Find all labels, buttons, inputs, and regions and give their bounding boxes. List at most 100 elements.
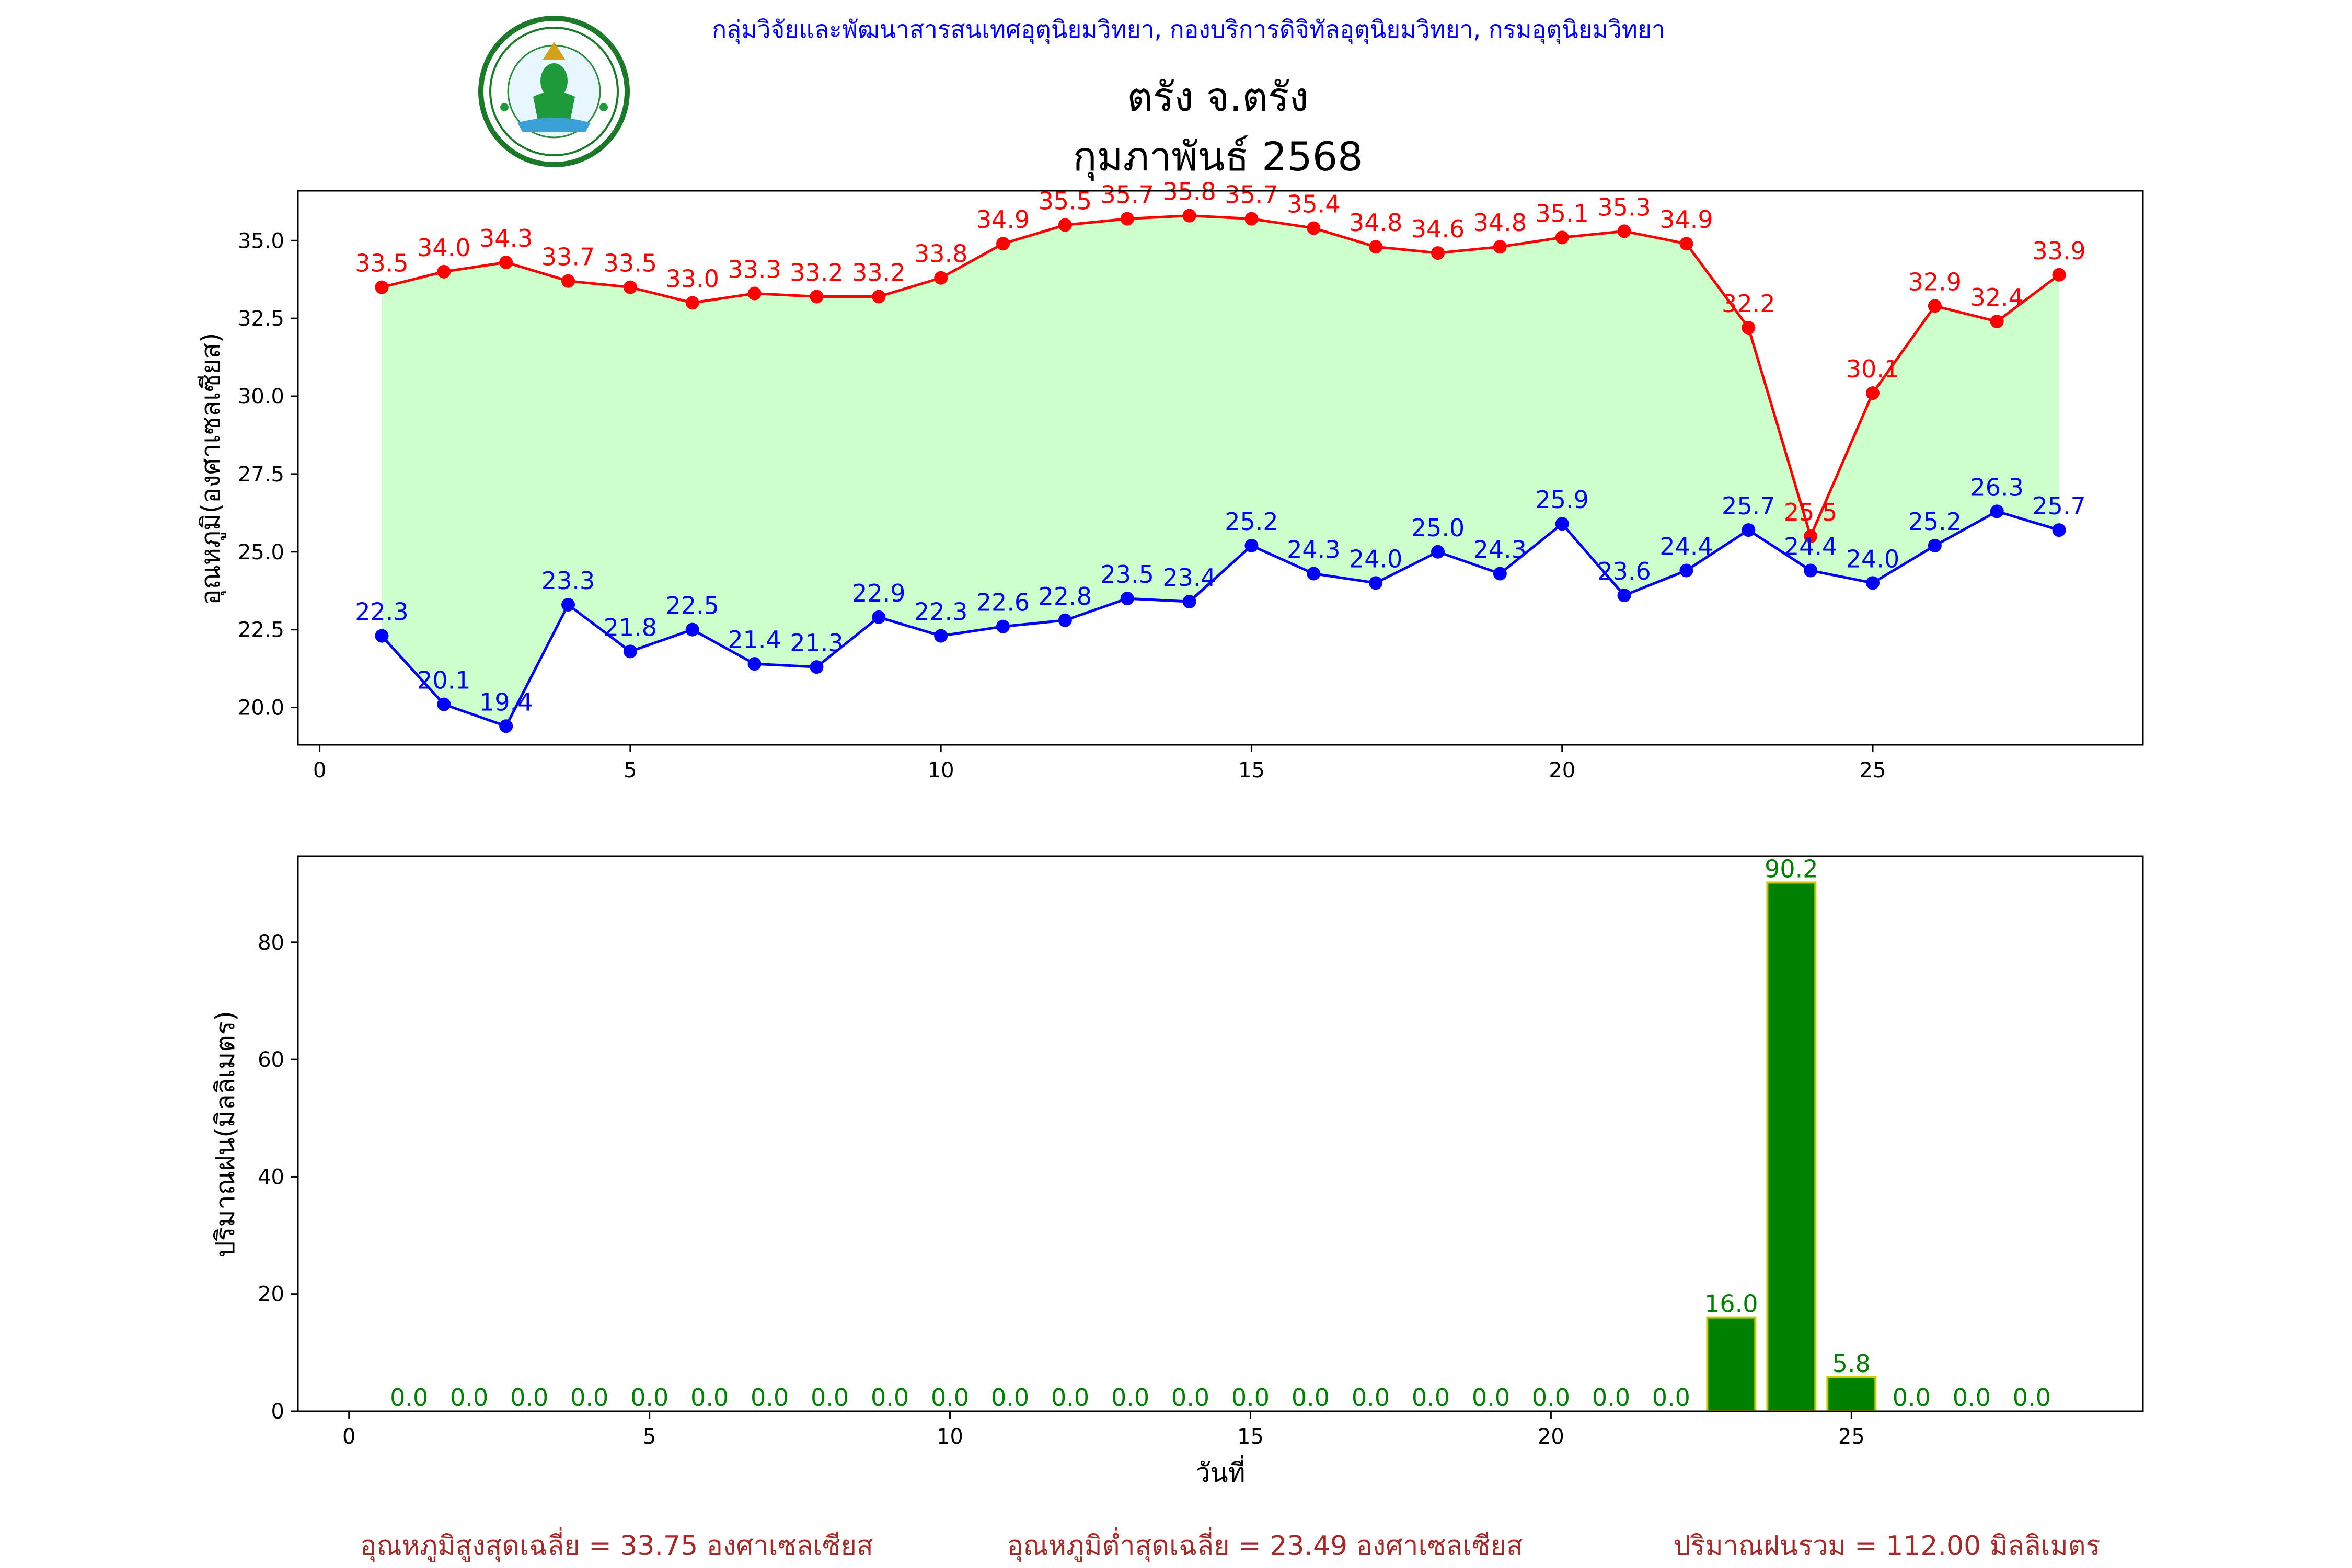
max-temp-data-label: 35.7	[1225, 181, 1278, 209]
max-temp-point	[1804, 529, 1818, 544]
min-temp-data-label: 25.2	[1908, 508, 1962, 536]
rain-y-ticks: 0 20 40 60 80	[258, 931, 298, 1424]
min-temp-data-label: 22.6	[976, 589, 1030, 617]
rain-data-label: 5.8	[1832, 1350, 1871, 1378]
min-temp-data-label: 23.5	[1101, 560, 1154, 589]
min-temp-point	[1990, 504, 2004, 518]
rain-data-label: 0.0	[1592, 1383, 1630, 1412]
rain-bars-layer	[1706, 881, 1877, 1413]
rain-data-label: 0.0	[570, 1383, 608, 1412]
max-temp-point	[561, 274, 575, 288]
max-temp-point	[1058, 218, 1072, 232]
min-temp-point	[934, 629, 948, 643]
max-temp-data-label: 33.8	[914, 240, 967, 268]
x-tick-label: 15	[1238, 758, 1265, 782]
max-temp-point	[1617, 224, 1631, 238]
temp-x-ticks: 0 5 10 15 20 25	[313, 745, 1886, 782]
min-temp-point	[499, 719, 513, 733]
min-temp-point	[2052, 523, 2066, 537]
footer-avg-min: อุณหภูมิต่ำสุดเฉลี่ย = 23.49 องศาเซลเซีย…	[1007, 1527, 1523, 1562]
rain-x-ticks: 0 5 10 15 20 25	[342, 1411, 1865, 1449]
temp-y-axis-label: อุณหภูมิ(องศาเซลเซียส)	[195, 332, 226, 605]
min-temp-point	[1928, 538, 1942, 552]
rain-data-label: 0.0	[1412, 1383, 1450, 1412]
rain-data-label: 0.0	[1532, 1383, 1570, 1412]
min-temp-point	[623, 644, 637, 659]
x-tick-label: 10	[928, 758, 954, 782]
max-temp-point	[747, 286, 762, 301]
rain-data-label: 16.0	[1704, 1290, 1758, 1318]
footer-total-rain: ปริมาณฝนรวม = 112.00 มิลลิเมตร	[1674, 1530, 2101, 1562]
min-temp-data-label: 24.4	[1659, 533, 1713, 561]
temp-plot-frame	[297, 190, 2144, 746]
y-tick-label: 20.0	[238, 696, 284, 720]
max-temp-data-label: 34.9	[976, 205, 1030, 234]
min-temp-data-label: 25.7	[1722, 492, 1775, 520]
max-temp-data-label: 35.3	[1597, 193, 1651, 221]
max-temp-data-label: 33.5	[355, 249, 408, 278]
min-temp-point	[996, 619, 1010, 633]
max-temp-point	[1431, 246, 1445, 260]
y-tick-label: 40	[258, 1165, 284, 1189]
max-temp-data-label: 33.9	[2032, 237, 2085, 265]
min-temp-data-label: 25.9	[1535, 486, 1588, 514]
min-temp-data-label: 25.7	[2032, 492, 2085, 520]
max-temp-data-label: 34.0	[417, 234, 470, 262]
x-tick-label: 5	[624, 758, 637, 782]
rain-x-axis-label: วันที่	[1195, 1455, 1245, 1488]
max-temp-line	[381, 214, 2060, 540]
y-tick-label: 30.0	[238, 385, 284, 409]
y-tick-label: 32.5	[238, 307, 284, 331]
max-temp-data-label: 34.8	[1349, 209, 1402, 237]
rain-data-label: 0.0	[2013, 1383, 2051, 1412]
x-tick-label: 20	[1538, 1425, 1564, 1449]
rain-data-label: 0.0	[390, 1383, 428, 1412]
y-tick-label: 0	[271, 1400, 284, 1424]
min-temp-data-label: 24.0	[1846, 545, 1899, 573]
rain-bar	[1766, 881, 1817, 1412]
max-temp-data-label: 35.4	[1287, 190, 1340, 218]
rain-plot-frame	[297, 855, 2144, 1412]
max-temp-point	[1369, 240, 1383, 254]
min-temp-data-label: 23.3	[541, 567, 595, 595]
x-tick-label: 5	[643, 1425, 656, 1449]
rain-data-label: 0.0	[1231, 1383, 1270, 1412]
rain-data-label: 0.0	[1893, 1383, 1931, 1412]
max-temp-point	[685, 296, 699, 310]
min-temp-point	[1865, 576, 1880, 590]
max-temp-data-label: 32.4	[1970, 283, 2023, 312]
min-temp-data-label: 22.3	[914, 598, 967, 626]
min-temp-point	[1244, 538, 1259, 552]
max-temp-data-label: 34.6	[1411, 215, 1465, 243]
min-temp-point	[1058, 613, 1072, 627]
max-temp-data-label: 35.1	[1535, 199, 1588, 227]
rain-data-label: 0.0	[1051, 1383, 1089, 1412]
max-temp-data-label: 32.2	[1722, 290, 1775, 318]
max-temp-data-label: 35.8	[1162, 178, 1216, 206]
min-temp-data-label: 22.8	[1039, 582, 1092, 610]
rain-data-label: 0.0	[1292, 1383, 1330, 1412]
temp-y-ticks: 20.0 22.5 25.0 27.5 30.0 32.5 35.0	[238, 229, 298, 720]
max-temp-point	[872, 290, 886, 304]
min-temp-point	[437, 697, 451, 711]
min-temp-data-label: 20.1	[417, 666, 470, 695]
max-temp-data-label: 33.5	[604, 249, 657, 278]
min-temp-point	[1369, 576, 1383, 590]
temp-max-labels: 33.5 34.0 34.3 33.7 33.5 33.0 33.3 33.2 33.2 33.8…	[355, 178, 2086, 526]
rain-data-label: 0.0	[751, 1383, 789, 1412]
rain-bar	[1826, 1376, 1877, 1413]
max-temp-point	[2052, 268, 2066, 282]
max-temp-point	[1555, 230, 1569, 245]
temp-min-layer	[375, 504, 2066, 733]
rain-data-label: 0.0	[1352, 1383, 1390, 1412]
temp-range-fill	[382, 215, 2059, 727]
max-temp-point	[437, 264, 451, 279]
rain-data-label: 0.0	[450, 1383, 488, 1412]
min-temp-data-label: 23.6	[1597, 557, 1651, 585]
max-temp-point	[1307, 221, 1321, 235]
min-temp-data-label: 21.3	[790, 629, 843, 657]
min-temp-data-label: 24.0	[1349, 545, 1402, 573]
header: กลุ่มวิจัยและพัฒนาสารสนเทศอุตุนิยมวิทยา,…	[478, 15, 1665, 181]
min-temp-point	[1804, 563, 1818, 578]
